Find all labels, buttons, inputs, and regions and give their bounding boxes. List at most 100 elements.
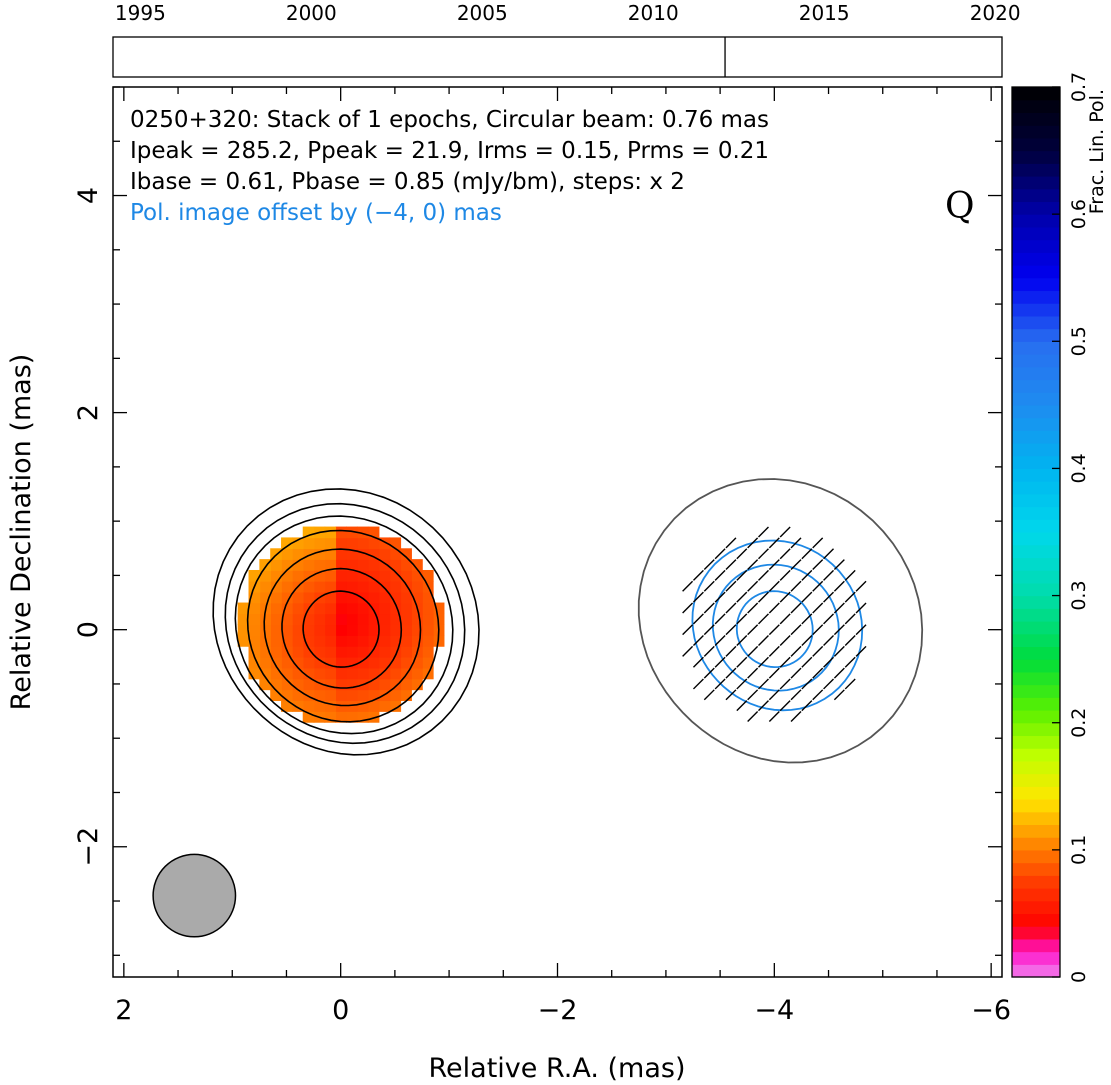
colorbar-cell: [1012, 392, 1060, 406]
heatmap-pixel: [313, 548, 326, 560]
heatmap-pixel: [356, 602, 369, 615]
evpa-stick: [844, 591, 856, 603]
evpa-stick: [855, 580, 867, 592]
heatmap-pixel: [324, 689, 337, 702]
heatmap-pixel: [313, 700, 326, 712]
evpa-stick: [779, 613, 791, 625]
evpa-stick: [833, 667, 845, 679]
heatmap-pixel: [291, 548, 304, 560]
colorbar-cell: [1012, 544, 1060, 559]
colorbar-cell: [1012, 582, 1060, 597]
x-axis-label: Relative R.A. (mas): [429, 1053, 686, 1084]
heatmap-pixel: [356, 580, 369, 593]
colorbar-cell: [1012, 900, 1060, 915]
y-tick-label: −2: [73, 827, 104, 867]
colorbar-cell: [1012, 125, 1060, 139]
evpa-stick: [747, 645, 759, 657]
beam-ellipse: [152, 853, 237, 938]
evpa-stick: [725, 689, 737, 701]
evpa-stick: [833, 624, 845, 636]
heatmap-pixel: [335, 580, 347, 593]
heatmap-pixel: [378, 635, 391, 647]
heatmap-pixel: [324, 700, 337, 712]
heatmap-pixel: [281, 667, 293, 680]
quality-flag: Q: [945, 186, 975, 227]
heatmap-pixel: [291, 645, 304, 658]
evpa-stick: [703, 667, 715, 679]
heatmap-pixel: [411, 624, 423, 636]
evpa-stick: [779, 678, 791, 690]
heatmap-pixel: [367, 591, 380, 604]
y-axis-label: Relative Declination (mas): [6, 354, 37, 711]
heatmap-pixel: [421, 613, 434, 626]
y-tick-label: 4: [73, 187, 104, 204]
heatmap-pixel: [313, 635, 326, 647]
heatmap-pixel: [335, 526, 347, 539]
heatmap-pixel: [281, 656, 293, 669]
heatmap-pixel: [324, 591, 337, 604]
annotation-line-4: Pol. image offset by (−4, 0) mas: [130, 200, 502, 226]
x-tick-label: −4: [754, 995, 794, 1026]
evpa-stick: [703, 602, 715, 614]
evpa-stick: [844, 569, 856, 581]
heatmap-pixel: [291, 591, 304, 604]
heatmap-pixel: [378, 613, 391, 626]
evpa-stick: [790, 602, 802, 614]
evpa-stick: [790, 689, 802, 701]
colorbar-cell: [1012, 519, 1060, 533]
y-tick-label: 2: [73, 404, 104, 421]
colorbar-cell: [1012, 87, 1060, 101]
heatmap-pixel: [367, 580, 380, 593]
evpa-stick: [812, 580, 824, 592]
heatmap-pixel: [346, 700, 358, 712]
colorbar-cell: [1012, 684, 1060, 698]
evpa-stick: [682, 624, 694, 636]
evpa-stick: [703, 645, 715, 657]
heatmap-pixel: [302, 537, 315, 550]
heatmap-pixel: [378, 645, 391, 658]
colorbar-cell: [1012, 277, 1060, 292]
colorbar-cell: [1012, 455, 1060, 470]
heatmap-pixel: [291, 678, 304, 691]
evpa-stick: [844, 635, 856, 647]
heatmap-pixel: [248, 624, 261, 636]
heatmap-pixel: [367, 645, 380, 658]
heatmap-pixel: [346, 624, 358, 636]
heatmap-pixel: [259, 559, 272, 571]
heatmap-pixel: [313, 602, 326, 615]
heatmap-pixel: [335, 602, 347, 615]
heatmap-pixel: [324, 569, 337, 582]
y-tick-label: 0: [73, 621, 104, 638]
evpa-stick: [768, 580, 780, 592]
colorbar-cell: [1012, 366, 1060, 381]
heatmap-pixel: [281, 635, 293, 647]
heatmap-pixel: [248, 667, 261, 680]
evpa-stick: [714, 656, 726, 668]
evpa-stick: [823, 569, 835, 581]
heatmap-pixel: [259, 635, 272, 647]
heatmap-pixel: [313, 656, 326, 669]
heatmap-pixel: [248, 591, 261, 604]
colorbar-cell: [1012, 99, 1060, 114]
heatmap-pixel: [411, 678, 423, 691]
evpa-stick: [758, 569, 769, 581]
evpa-stick: [823, 635, 835, 647]
heatmap-pixel: [356, 635, 369, 647]
colorbar-cell: [1012, 328, 1060, 342]
colorbar-cell: [1012, 710, 1060, 724]
heatmap-pixel: [324, 624, 337, 636]
heatmap-pixel: [346, 526, 358, 539]
heatmap-pixel: [270, 645, 282, 658]
heatmap-pixel: [313, 537, 326, 550]
pol-outer-contour: [637, 478, 924, 764]
heatmap-pixel: [378, 548, 391, 560]
heatmap-pixel: [367, 559, 380, 571]
evpa-stick: [758, 613, 769, 625]
heatmap-pixel: [281, 678, 293, 691]
evpa-stick: [801, 591, 813, 603]
evpa-stick: [801, 656, 813, 668]
stokes-i-contour: [246, 529, 440, 723]
evpa-stick: [758, 678, 769, 690]
colorbar-cell: [1012, 176, 1060, 190]
